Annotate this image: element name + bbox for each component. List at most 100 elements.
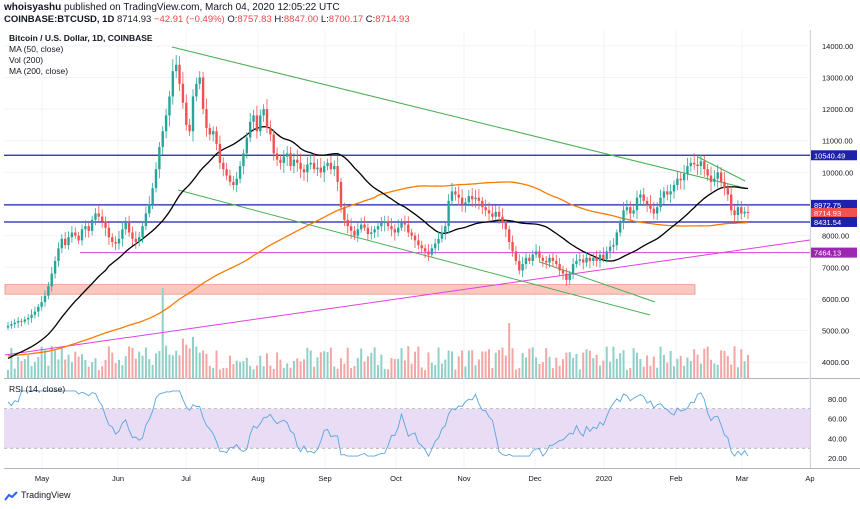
volume-bar [370, 352, 373, 378]
volume-bar [592, 358, 595, 378]
legend-title: Bitcoin / U.S. Dollar, 1D, COINBASE [9, 33, 153, 43]
volume-bar [669, 350, 672, 378]
candle-body [191, 96, 195, 132]
volume-bar [319, 352, 322, 378]
candle-body [746, 211, 750, 214]
legend-ma200[interactable]: MA (200, close) [9, 66, 69, 76]
candle-body [37, 306, 40, 312]
price-tag-box [811, 199, 857, 210]
volume-bar [111, 352, 114, 378]
volume-bar [141, 355, 144, 378]
volume-bar [185, 344, 188, 378]
candle-body [77, 235, 80, 241]
price-tick-label: 12000.00 [822, 105, 853, 114]
volume-bar [134, 358, 137, 378]
volume-bar [232, 364, 235, 378]
rsi-band [4, 408, 810, 449]
volume-bar [639, 359, 642, 378]
volume-bar [397, 358, 400, 378]
volume-bar [313, 366, 316, 378]
volume-bar [60, 347, 63, 378]
candle-body [686, 166, 689, 174]
volume-bar [558, 365, 561, 378]
candle-body [703, 161, 706, 170]
candle-body [316, 167, 319, 170]
volume-bar [609, 361, 612, 378]
publish-info: published on TradingView.com, March 04, … [64, 2, 340, 13]
candle-body [185, 102, 188, 125]
volume-bar [303, 359, 305, 378]
time-tick-label: Aug [251, 474, 264, 483]
candle-body [211, 131, 215, 135]
legend-rsi[interactable]: RSI (14, close) [9, 384, 66, 394]
candle-body [329, 162, 333, 170]
volume-bar [693, 349, 696, 378]
volume-bar [20, 361, 23, 378]
volume-bar [528, 348, 531, 378]
volume-bar [696, 354, 699, 378]
volume-bar [222, 367, 225, 378]
candle-body [124, 222, 127, 230]
author-name[interactable]: whoisyashu [4, 2, 62, 13]
volume-bar [380, 354, 383, 378]
close-value: 8714.93 [375, 14, 410, 25]
volume-bar [588, 350, 591, 378]
brand-name[interactable]: TradingView [21, 490, 71, 500]
candle-body [501, 216, 504, 223]
legend-vol[interactable]: Vol (200) [9, 55, 44, 65]
volume-bar [535, 357, 538, 378]
candle-body [80, 229, 84, 241]
candle-body [134, 238, 138, 242]
price-tick-label: 6000.00 [822, 295, 849, 304]
volume-bar [353, 366, 356, 378]
candle-body [655, 207, 659, 214]
candle-body [171, 71, 175, 97]
volume-bar [420, 367, 423, 378]
volume-bar [178, 355, 181, 378]
candle-body [534, 251, 538, 255]
volume-bar [195, 346, 198, 378]
volume-bar [10, 347, 13, 378]
candle-body [460, 197, 464, 204]
volume-bar [23, 359, 26, 378]
volume-bar [360, 348, 363, 378]
legend-ma50[interactable]: MA (50, close) [9, 44, 64, 54]
volume-bar [632, 348, 635, 378]
candle-body [689, 162, 693, 167]
volume-bar [713, 363, 716, 378]
candle-body [555, 260, 558, 265]
candle-body [494, 211, 497, 217]
candle-body [595, 257, 598, 261]
candle-body [255, 115, 259, 132]
ascending-support-line [4, 239, 811, 356]
volume-bar [323, 351, 326, 378]
candle-body [679, 178, 682, 181]
candle-body [706, 169, 709, 176]
volume-bar [619, 353, 622, 378]
volume-bar [336, 368, 339, 378]
volume-bar [292, 360, 295, 378]
candle-body [114, 241, 117, 244]
candle-body [285, 153, 289, 157]
candle-body [107, 227, 111, 238]
volume-bar [706, 346, 709, 378]
price-tick-label: 8000.00 [822, 232, 849, 241]
candle-body [205, 109, 208, 129]
candle-body [63, 238, 67, 246]
volume-bar [585, 349, 588, 378]
price-tag-box [811, 208, 857, 219]
candle-body [585, 257, 588, 263]
volume-bar [255, 365, 258, 378]
candle-body [208, 128, 212, 135]
volume-bar [477, 359, 480, 378]
price-change: −42.91 (−0.49%) [153, 14, 225, 25]
volume-bar [545, 348, 548, 378]
time-tick-label: Jul [181, 474, 191, 483]
volume-bar [229, 355, 231, 378]
volume-bar [205, 353, 208, 378]
candle-body [507, 229, 511, 242]
candle-body [299, 162, 302, 170]
volume-bar [165, 345, 168, 378]
descending-trendline-lower [177, 189, 651, 316]
